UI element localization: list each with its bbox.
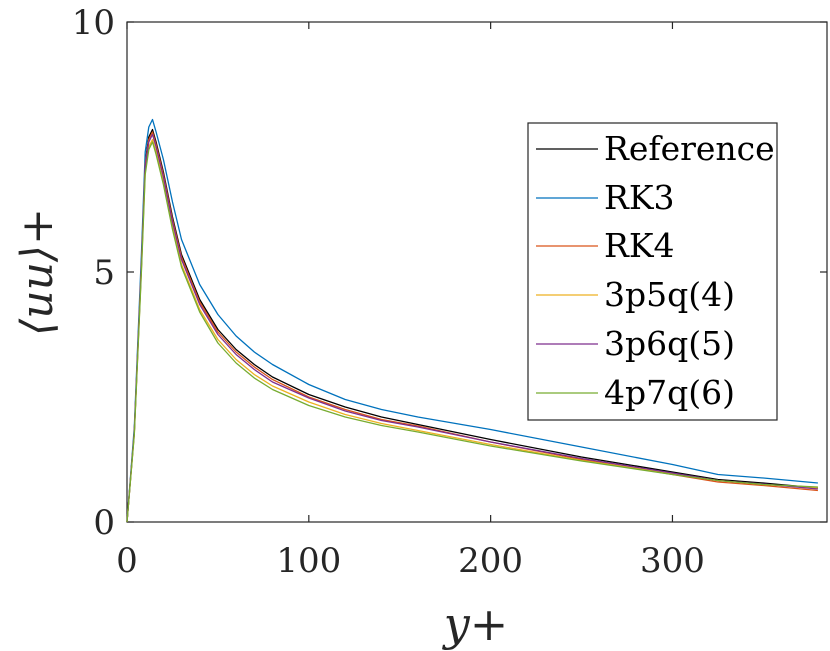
- legend-label: Reference: [604, 129, 775, 168]
- x-axis-title: y+: [442, 597, 509, 651]
- legend: Reference RK3 RK4 3p5q(4) 3p6q(5) 4p7q(6…: [527, 122, 778, 421]
- x-tick-label: 100: [276, 541, 341, 581]
- legend-label: 3p5q(4): [604, 275, 735, 314]
- series-line-reference: [126, 128, 818, 523]
- legend-label: 4p7q(6): [604, 373, 735, 412]
- x-tick-label: 200: [458, 541, 523, 581]
- y-axis-title: ⟨uu⟩+: [12, 208, 63, 336]
- x-tick-label: 0: [116, 541, 138, 581]
- series-lines: [126, 118, 818, 523]
- series-line-rk4: [126, 131, 818, 523]
- legend-box: [527, 122, 778, 421]
- y-tick-label: 10: [72, 3, 115, 43]
- y-tick-label: 0: [93, 503, 115, 543]
- series-line-3p6q-5: [126, 133, 818, 523]
- series-line-rk3: [126, 118, 818, 523]
- y-tick-label: 5: [93, 253, 115, 293]
- legend-label: RK4: [604, 226, 675, 265]
- legend-label: RK3: [604, 178, 675, 217]
- legend-label: 3p6q(5): [604, 324, 735, 363]
- series-line-4p7q-6: [126, 141, 818, 523]
- x-tick-label: 300: [640, 541, 705, 581]
